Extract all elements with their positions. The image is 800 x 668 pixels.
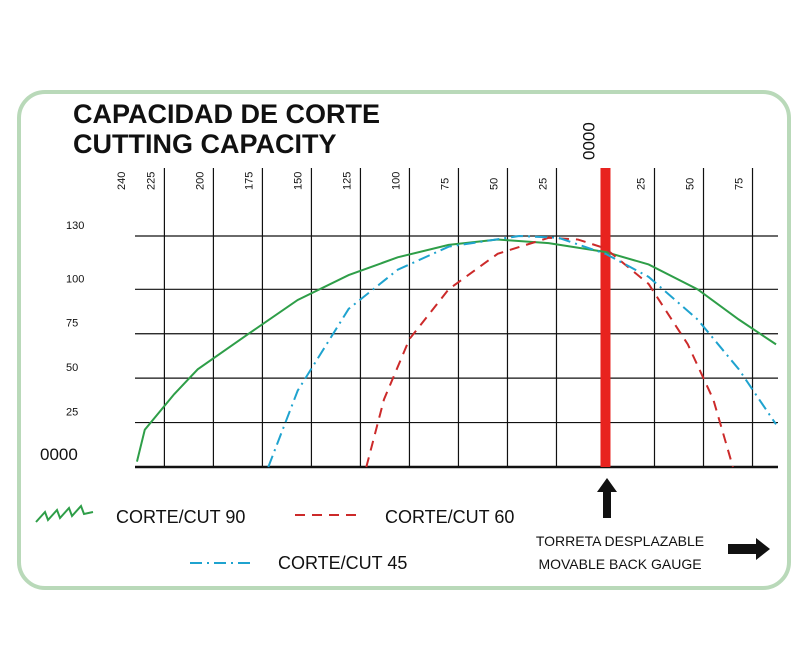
back-gauge-marker	[600, 168, 611, 467]
x-tick-label: 50	[685, 178, 697, 190]
x-tick-label: 125	[341, 172, 353, 190]
x-tick-label: 225	[145, 172, 157, 190]
series-line	[267, 234, 777, 468]
x-tick-label: 50	[488, 178, 500, 190]
series-line	[135, 238, 777, 462]
chart-subtitle: CUTTING CAPACITY	[73, 129, 337, 159]
legend-label: CORTE/CUT 60	[385, 507, 514, 527]
arrow-right	[728, 538, 770, 560]
y-tick-label: 50	[66, 362, 78, 374]
x-tick-label: 240	[116, 172, 128, 190]
arrow-up	[597, 478, 617, 518]
y-tick-label: 130	[66, 220, 84, 232]
x-tick-label: 150	[292, 172, 304, 190]
x-tick-label: 0000	[579, 122, 598, 160]
legend-symbol	[35, 504, 94, 523]
annotation: TORRETA DESPLAZABLE	[536, 533, 704, 549]
legend-label: CORTE/CUT 45	[278, 553, 407, 573]
y-tick-label: 0000	[40, 445, 78, 464]
y-tick-label: 100	[66, 273, 84, 285]
legend-label: CORTE/CUT 90	[116, 507, 245, 527]
x-tick-label: 100	[390, 172, 402, 190]
x-tick-label: 200	[194, 172, 206, 190]
x-tick-label: 25	[635, 178, 647, 190]
annotation: MOVABLE BACK GAUGE	[538, 556, 701, 572]
chart-title: CAPACIDAD DE CORTE	[73, 99, 380, 129]
y-tick-label: 25	[66, 407, 78, 419]
x-tick-label: 25	[537, 178, 549, 190]
frame	[17, 90, 791, 590]
y-tick-label: 75	[66, 318, 78, 330]
x-tick-label: 175	[243, 172, 255, 190]
x-tick-label: 75	[439, 178, 451, 190]
x-tick-label: 75	[734, 178, 746, 190]
